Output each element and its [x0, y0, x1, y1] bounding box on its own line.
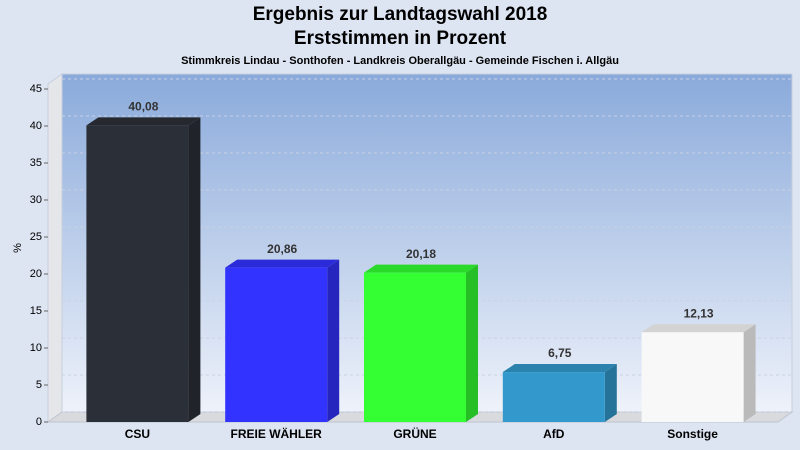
value-label: 20,86: [267, 242, 297, 256]
side-wall: [47, 73, 63, 423]
value-label: 12,13: [684, 306, 714, 320]
bar: [86, 125, 189, 423]
chart-subtitle: Erststimmen in Prozent: [294, 28, 507, 49]
bar: [364, 272, 466, 422]
bar: [641, 332, 744, 422]
bar-top: [641, 324, 756, 333]
value-label: 6,75: [548, 346, 572, 360]
bar-side: [604, 364, 617, 422]
y-tick-label: 25: [30, 231, 42, 243]
bar-side: [188, 117, 201, 423]
y-tick-label: 20: [30, 268, 42, 280]
bar-side: [466, 264, 478, 422]
y-tick-label: 30: [30, 194, 42, 206]
bar: [502, 372, 605, 422]
chart-caption: Stimmkreis Lindau - Sonthofen - Landkrei…: [181, 55, 619, 67]
value-label: 20,18: [406, 247, 436, 261]
y-tick-label: 40: [30, 120, 42, 132]
bar: [225, 267, 328, 422]
bar-side: [327, 259, 340, 422]
x-tick-label: Sonstige: [667, 427, 718, 441]
y-tick-label: 0: [36, 416, 42, 428]
bar-top: [86, 117, 201, 126]
y-tick-label: 10: [30, 342, 42, 354]
bar-top: [502, 364, 617, 373]
value-label: 40,08: [128, 100, 158, 114]
bar-side: [743, 324, 756, 422]
chart-title: Ergebnis zur Landtagswahl 2018: [253, 4, 548, 25]
x-tick-label: GRÜNE: [393, 426, 436, 441]
x-tick-label: AfD: [543, 427, 565, 441]
y-tick-label: 5: [36, 379, 42, 391]
x-tick-label: FREIE WÄHLER: [231, 426, 323, 441]
bar-top: [225, 259, 340, 268]
y-tick-label: 45: [30, 83, 42, 95]
y-tick-label: 35: [30, 157, 42, 169]
y-tick-label: 15: [30, 305, 42, 317]
y-axis-label: %: [12, 243, 24, 253]
x-tick-label: CSU: [125, 427, 150, 441]
bar-top: [364, 264, 478, 273]
